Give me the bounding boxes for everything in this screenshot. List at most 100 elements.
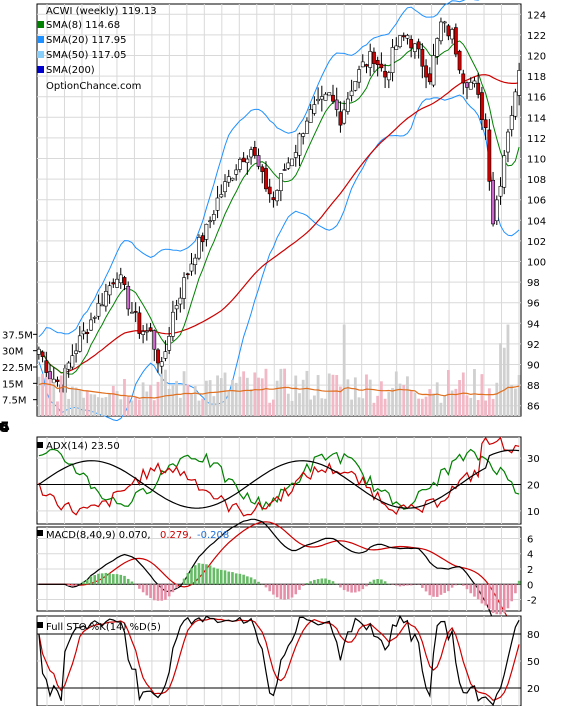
macd-histogram-bar [428,584,432,596]
candle-body [66,362,71,370]
candle-body [148,327,153,332]
volume-bar [406,376,409,416]
macd-histogram-bar [398,584,402,587]
macd-histogram-bar [275,584,279,598]
macd-histogram-bar [115,574,119,585]
y-tick-label: 20 [527,684,540,695]
macd-histogram-bar [298,584,301,590]
macd-histogram-bar [193,565,197,585]
volume-bar [108,393,111,416]
volume-bar [52,382,56,416]
volume-bar [324,398,327,416]
candle-body [453,27,458,55]
volume-bar [432,393,435,416]
volume-bar [499,343,502,416]
volume-bar [327,373,331,416]
candle-body [111,282,116,285]
macd-histogram-bar [216,568,219,585]
volume-bar [70,386,74,416]
volume-bar [41,373,44,416]
candle-body [238,159,242,170]
candle-body [513,91,518,117]
candle-body [312,104,317,114]
volume-bar [100,397,104,416]
volume-bar [458,380,461,416]
panel-frame [36,436,522,525]
candle-body [357,69,361,83]
volume-bar [417,398,421,416]
candle-body [48,371,52,380]
volume-bar [476,400,480,416]
volume-bar [461,372,465,416]
volume-bar [141,382,145,416]
volume-bar [126,396,130,416]
volume-bar [89,394,93,416]
candle-body [509,115,514,130]
macd-histogram-bar [145,584,149,596]
candle-body [215,197,220,211]
y-tick-label: 124 [527,10,546,21]
volume-bar [353,377,357,416]
macd-histogram-bar [126,578,130,585]
macd-histogram-bar [219,569,223,585]
candle-body [383,70,388,78]
candle-body [301,133,306,137]
y-tick-label: 120 [527,52,546,63]
candle-body [364,64,369,67]
volume-bar [178,397,182,416]
candle-body [122,277,127,285]
volume-bar [428,389,432,416]
y-tick-label: 112 [527,134,546,145]
macd-histogram-bar [447,584,450,592]
macd-histogram-bar [152,584,156,601]
candle-body [305,120,309,134]
stochastic-panel: 20 50 80 [36,614,540,706]
y-tick-label: 88 [527,381,540,392]
macd-histogram-bar [97,573,100,585]
legend-sma50: SMA(50) 117.05 [46,50,127,61]
candle-body [431,55,436,86]
candle-body [115,278,119,288]
candle-body [193,257,198,265]
volume-bar [234,382,238,416]
candle-body [290,158,294,167]
volume-bar [346,379,350,416]
x-month-label: 24 [0,420,10,436]
macd-histogram-bar [357,584,361,592]
volume-bar [152,400,156,416]
candle-body [126,285,131,310]
y-tick-label: 92 [527,340,540,351]
volume-bar [37,376,41,416]
volume-bar [93,394,97,416]
x-month-label: J [0,422,1,433]
macd-histogram-bar [205,564,208,585]
macd-histogram-bar [406,584,409,586]
macd-histogram-bar [268,584,271,592]
macd-histogram-bar [231,572,234,585]
y-tick-label: 106 [527,196,546,207]
candle-body [398,35,402,48]
adx-line [38,449,520,509]
volume-bar [111,385,115,416]
candle-body [323,93,328,101]
candle-body [506,131,510,153]
macd-histogram-bar [253,579,257,585]
adx-panel: 10 20 30 [36,436,540,525]
candle-body [144,330,149,333]
volume-bar [484,400,488,416]
macd-histogram-bar [74,584,78,586]
candle-body [223,181,227,193]
macd-histogram-bar [499,584,502,615]
macd-histogram-bar [234,573,238,585]
candle-body [219,194,224,198]
x-month-label: S [0,422,3,433]
volume-bar [387,392,391,416]
volume-bar [339,386,342,416]
volume-bar [186,384,190,416]
panel-frame [36,3,522,417]
y-tick-label: 30 [527,454,540,465]
plus-di-line [38,448,520,511]
candle-body [182,277,186,299]
volume-bar [212,396,216,416]
